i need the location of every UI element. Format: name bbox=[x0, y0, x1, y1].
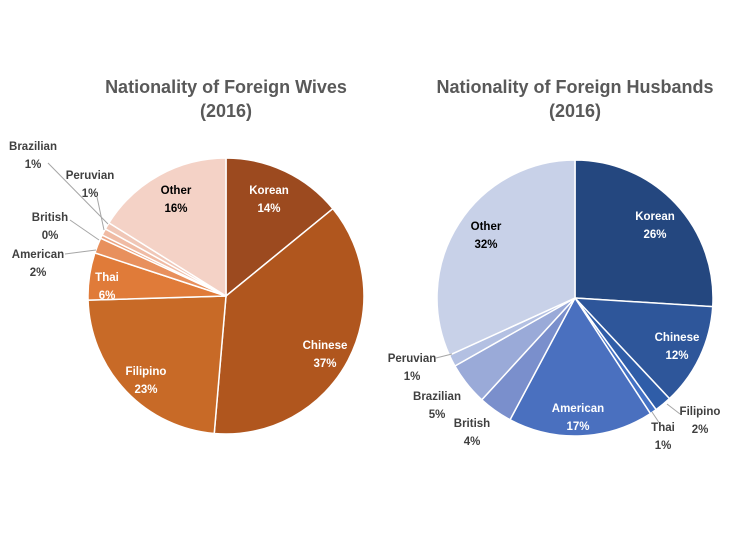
pie-husbands: Korean 26% Chinese 12% Filipino 2% Thai 1% Ameri… bbox=[388, 159, 721, 452]
wives-leader-brazilian bbox=[47, 162, 109, 225]
husbands-value-filipino: 2% bbox=[692, 424, 709, 436]
wives-value-brazilian: 1% bbox=[25, 159, 42, 171]
husbands-value-thai: 1% bbox=[655, 440, 672, 452]
husbands-label-thai: Thai bbox=[651, 422, 675, 434]
wives-slice-other bbox=[107, 157, 227, 298]
husbands-value-american: 17% bbox=[566, 421, 589, 433]
husbands-label-filipino: Filipino bbox=[680, 406, 721, 418]
wives-slice-korean bbox=[225, 157, 334, 298]
pie-wives: Korean 14% Chinese 37% Filipino 23% Thai 6% Amer… bbox=[9, 141, 365, 435]
wives-label-british: British bbox=[32, 212, 68, 224]
wives-value-chinese: 37% bbox=[313, 358, 336, 370]
husbands-label-other: Other bbox=[471, 221, 502, 233]
chart-title-husbands: Nationality of Foreign Husbands bbox=[436, 77, 713, 97]
wives-leader-american bbox=[64, 249, 97, 255]
husbands-slice-american bbox=[509, 296, 652, 437]
wives-label-peruvian: Peruvian bbox=[66, 170, 115, 182]
husbands-label-brazilian: Brazilian bbox=[413, 391, 461, 403]
wives-label-thai: Thai bbox=[95, 272, 119, 284]
chart-subtitle-wives: (2016) bbox=[200, 101, 252, 121]
husbands-label-peruvian: Peruvian bbox=[388, 353, 437, 365]
chart-subtitle-husbands: (2016) bbox=[549, 101, 601, 121]
wives-label-korean: Korean bbox=[249, 185, 289, 197]
wives-label-other: Other bbox=[161, 185, 192, 197]
husbands-value-british: 4% bbox=[464, 436, 481, 448]
wives-slice-chinese bbox=[213, 207, 365, 435]
wives-slice-filipino bbox=[87, 295, 227, 435]
husbands-label-korean: Korean bbox=[635, 211, 675, 223]
husbands-slice-chinese bbox=[573, 297, 714, 400]
husbands-label-american: American bbox=[552, 403, 604, 415]
wives-value-filipino: 23% bbox=[134, 384, 157, 396]
husbands-value-brazilian: 5% bbox=[429, 409, 446, 421]
wives-value-peruvian: 1% bbox=[82, 188, 99, 200]
wives-leader-peruvian bbox=[96, 196, 105, 231]
wives-value-american: 2% bbox=[30, 267, 47, 279]
husbands-leader-thai bbox=[651, 411, 661, 425]
wives-value-other: 16% bbox=[164, 203, 187, 215]
wives-value-korean: 14% bbox=[257, 203, 280, 215]
husbands-slice-other bbox=[436, 159, 576, 357]
husbands-value-korean: 26% bbox=[643, 229, 666, 241]
husbands-leader-peruvian bbox=[435, 353, 453, 359]
wives-value-thai: 6% bbox=[99, 290, 116, 302]
husbands-value-chinese: 12% bbox=[665, 350, 688, 362]
husbands-label-british: British bbox=[454, 418, 490, 430]
husbands-value-other: 32% bbox=[474, 239, 497, 251]
husbands-slice-korean bbox=[574, 159, 714, 308]
wives-label-american: American bbox=[12, 249, 64, 261]
wives-label-chinese: Chinese bbox=[303, 340, 348, 352]
husbands-value-peruvian: 1% bbox=[404, 371, 421, 383]
wives-label-brazilian: Brazilian bbox=[9, 141, 57, 153]
wives-label-filipino: Filipino bbox=[126, 366, 167, 378]
wives-leader-british bbox=[69, 219, 100, 241]
husbands-label-chinese: Chinese bbox=[655, 332, 700, 344]
husbands-leader-filipino bbox=[666, 403, 681, 415]
chart-title-wives: Nationality of Foreign Wives bbox=[105, 77, 347, 97]
wives-value-british: 0% bbox=[42, 230, 59, 242]
